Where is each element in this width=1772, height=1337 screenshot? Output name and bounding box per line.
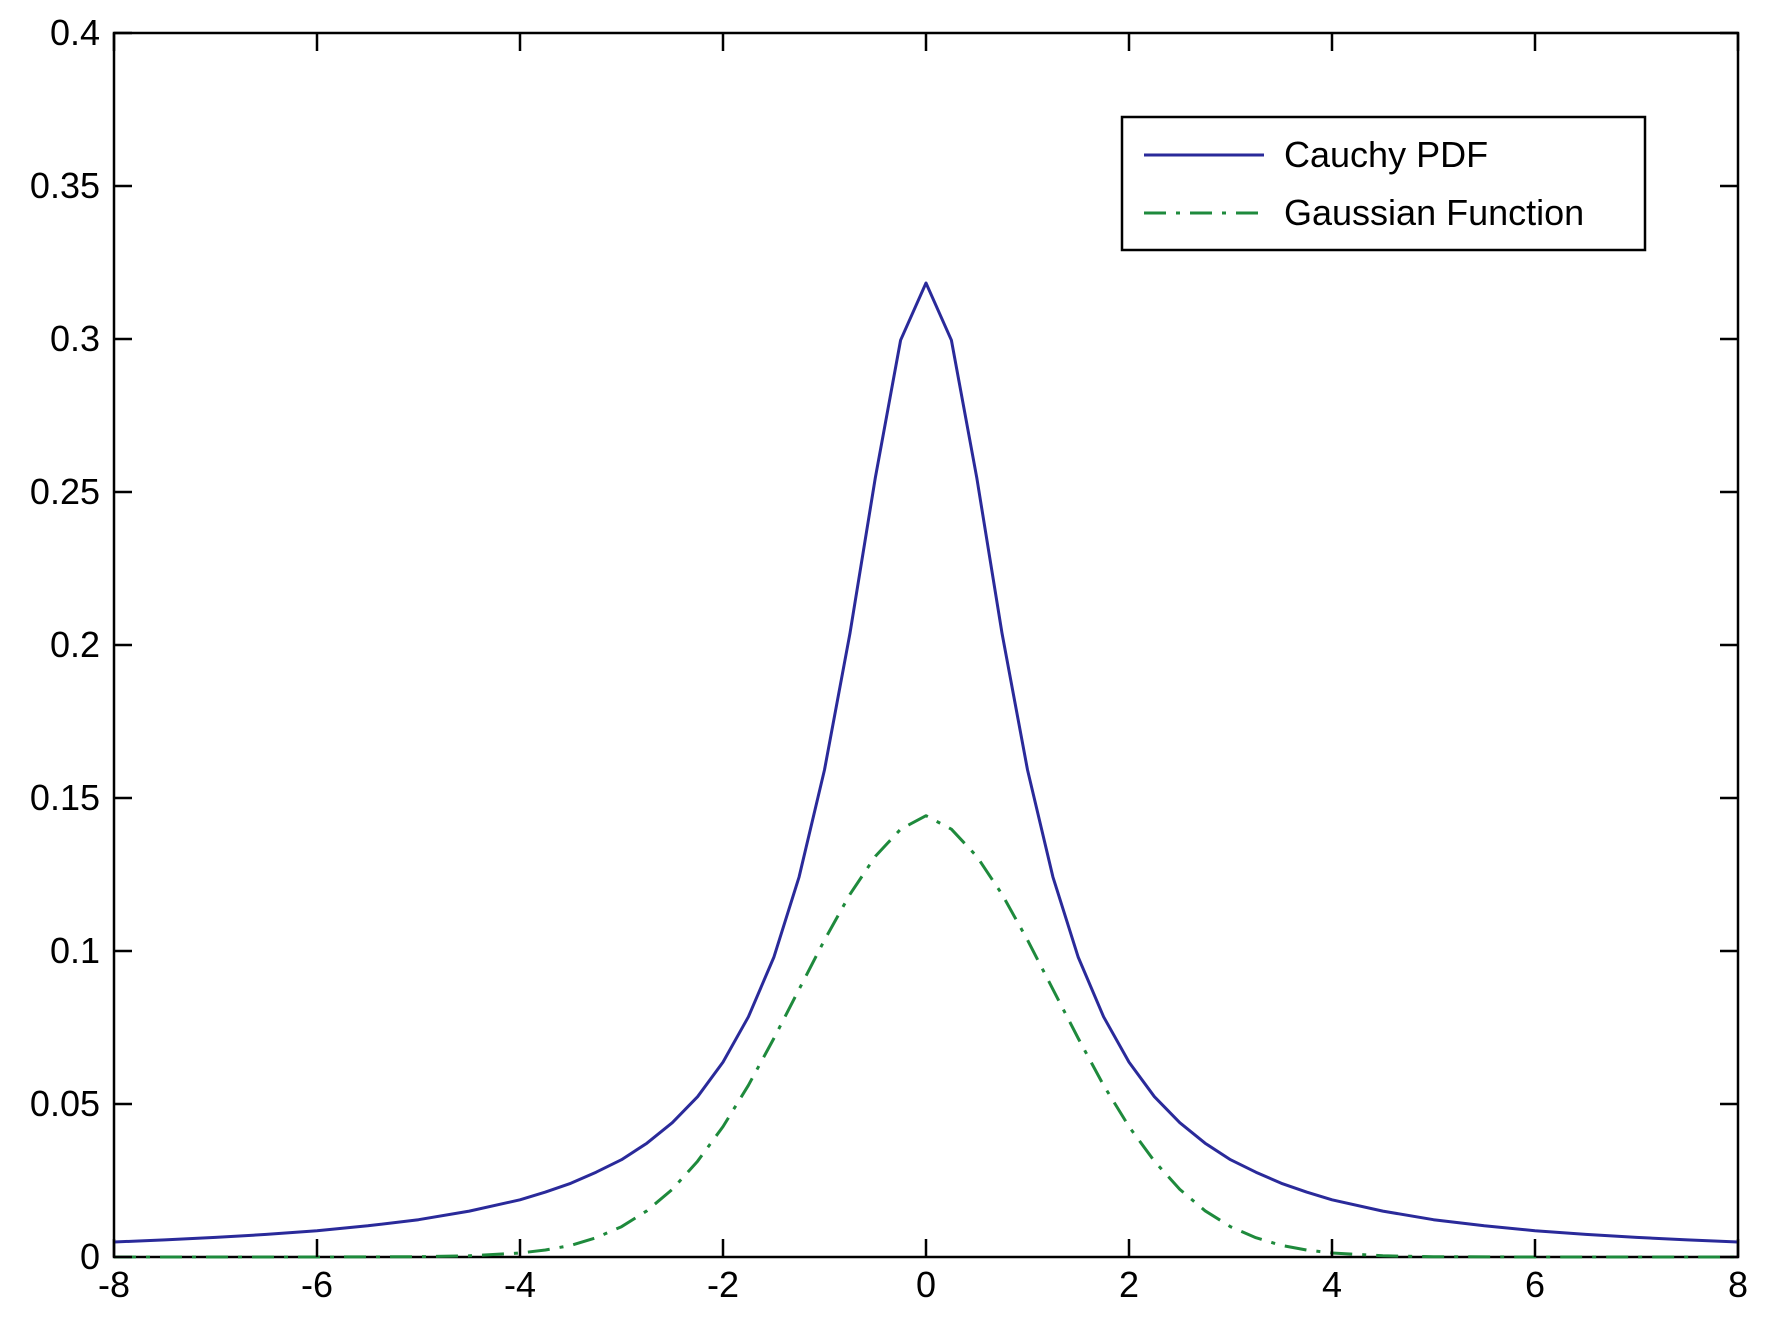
- x-tick-label: 2: [1119, 1264, 1139, 1305]
- legend: Cauchy PDF Gaussian Function: [1120, 115, 1647, 252]
- y-tick-label: 0.2: [50, 624, 100, 665]
- x-tick-label: -8: [98, 1264, 130, 1305]
- x-tick-label: 8: [1728, 1264, 1748, 1305]
- y-tick-label: 0.25: [30, 471, 100, 512]
- y-tick-label: 0.3: [50, 318, 100, 359]
- y-tick-label: 0.35: [30, 165, 100, 206]
- y-tick-label: 0: [80, 1236, 100, 1277]
- x-axis-ticks: -8 -6 -4 -2 0 2 4 6 8: [98, 33, 1748, 1305]
- y-tick-label: 0.15: [30, 777, 100, 818]
- x-tick-label: 0: [916, 1264, 936, 1305]
- y-tick-label: 0.4: [50, 12, 100, 53]
- x-tick-label: -4: [504, 1264, 536, 1305]
- legend-label-cauchy-pdf: Cauchy PDF: [1284, 134, 1488, 175]
- x-tick-label: 4: [1322, 1264, 1342, 1305]
- series-line-gaussian-function: [114, 814, 1738, 1259]
- x-tick-label: -6: [301, 1264, 333, 1305]
- y-tick-label: 0.05: [30, 1083, 100, 1124]
- y-axis-ticks: 0 0.05 0.1 0.15 0.2 0.25 0.3 0.35 0.4: [30, 12, 1738, 1277]
- series-line-cauchy-pdf: [113, 281, 1739, 1244]
- x-tick-label: -2: [707, 1264, 739, 1305]
- legend-label-gaussian-function: Gaussian Function: [1284, 192, 1584, 233]
- y-tick-label: 0.1: [50, 930, 100, 971]
- legend-box: [1120, 115, 1647, 252]
- x-tick-label: 6: [1525, 1264, 1545, 1305]
- series-layer: [113, 281, 1739, 1259]
